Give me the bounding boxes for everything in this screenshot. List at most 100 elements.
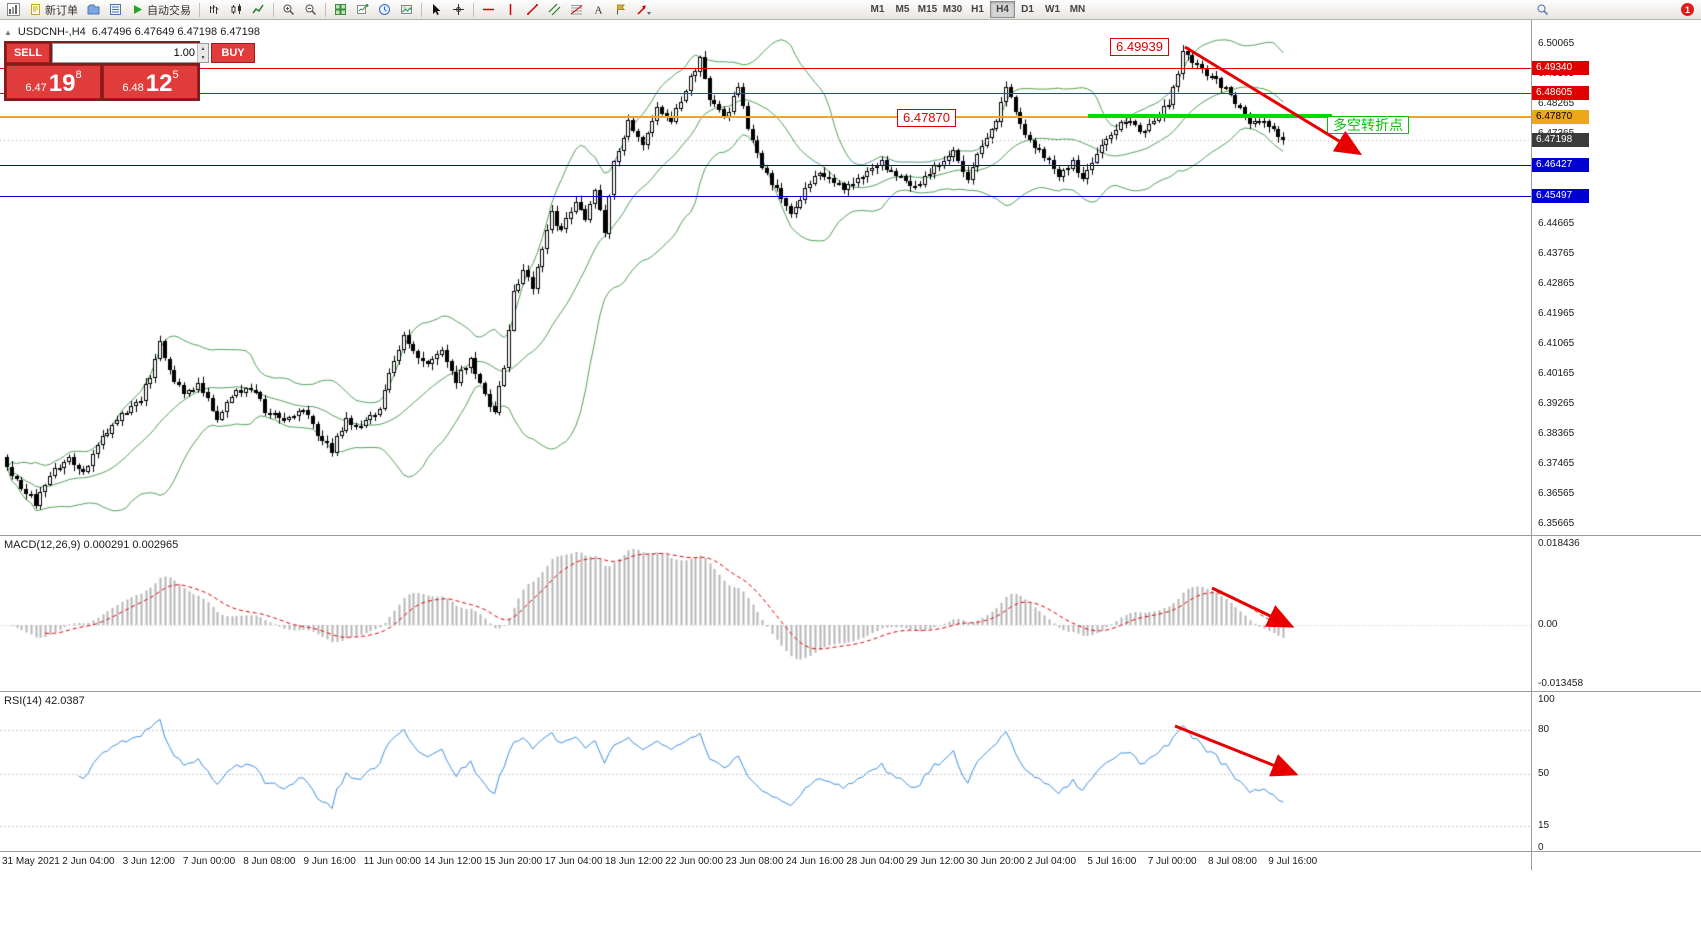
tile-windows-button[interactable] [330,1,351,19]
fibonacci-icon [570,5,583,15]
sell-price-main: 6.47 [25,82,47,94]
toolbar: 新订单 自动交易 A M1 M5 M15 M30 H1 H4 D1 W1 MN 1 [0,0,1701,20]
timeframe-button-h4[interactable]: H4 [990,1,1015,18]
channel-button[interactable] [544,1,565,19]
rsi-indicator-label: RSI(14) 42.0387 [4,695,85,707]
auto-trading-icon [134,5,142,14]
templates-button[interactable] [396,1,417,19]
one-click-panel-toggle-icon[interactable]: ▲ [4,27,12,37]
resistance-line-1[interactable] [0,68,1531,69]
arrow-shapes-button[interactable] [632,1,656,19]
alert-level-line[interactable] [0,116,1531,118]
toolbar-separator [473,2,474,17]
price-badge: 6.49340 [1532,61,1589,76]
text-tool-button[interactable]: A [588,1,609,19]
auto-trading-button[interactable]: 自动交易 [127,1,195,19]
timeframe-button-m30[interactable]: M30 [940,1,965,18]
time-axis-label: 24 Jun 16:00 [785,856,844,867]
price-chart-canvas[interactable] [0,20,1531,536]
trend-segment-line[interactable] [1088,114,1332,118]
timeframe-button-m1[interactable]: M1 [865,1,890,18]
bar-chart-button[interactable] [204,1,225,19]
turning-point-annotation[interactable]: 多空转折点 [1327,116,1409,134]
volume-decrease-button[interactable]: ▼ [198,53,208,62]
level-price-annotation[interactable]: 6.47870 [897,109,956,127]
support-line-1[interactable] [0,165,1531,166]
one-click-trading-panel: SELL ▲ ▼ BUY 6.47 19 8 6.48 [4,41,255,101]
sell-price-button[interactable]: 6.47 19 8 [6,65,101,99]
timeframe-button-w1[interactable]: W1 [1040,1,1065,18]
search-button[interactable] [1532,1,1553,19]
templates-icon [401,5,412,14]
line-chart-button[interactable] [248,1,269,19]
time-axis-label: 2 Jul 04:00 [1027,856,1077,867]
new-order-button[interactable]: 新订单 [25,1,82,19]
toolbar-right: 1 [1532,1,1698,19]
new-chart-button[interactable] [352,1,373,19]
time-axis-label: 30 Jun 20:00 [966,856,1025,867]
price-axis-label: 6.50065 [1538,38,1575,49]
chart-window-icon [7,3,20,16]
rsi-axis-label: 100 [1538,694,1555,705]
pane-separator[interactable] [0,535,1701,536]
timeframe-button-d1[interactable]: D1 [1015,1,1040,18]
buy-button[interactable]: BUY [211,43,255,63]
volume-input[interactable] [53,44,197,62]
arrow-shapes-icon [637,5,651,15]
svg-text:A: A [595,5,603,17]
time-axis-label: 5 Jul 16:00 [1087,856,1137,867]
volume-increase-button[interactable]: ▲ [198,44,208,53]
rsi-axis-label: 50 [1538,768,1550,779]
horizontal-line-button[interactable] [478,1,499,19]
macd-pane-canvas[interactable] [0,536,1531,692]
trendline-button[interactable] [522,1,543,19]
cursor-button[interactable] [426,1,447,19]
timeframe-button-h1[interactable]: H1 [965,1,990,18]
time-axis-label: 7 Jul 00:00 [1147,856,1197,867]
price-axis-label: 6.43765 [1538,248,1575,259]
resistance-line-2[interactable] [0,93,1531,94]
price-axis-label: 6.44665 [1538,218,1575,229]
data-window-button[interactable] [105,1,126,19]
fibonacci-button[interactable] [566,1,587,19]
text-tool-icon: A [595,5,603,17]
timeframe-button-m15[interactable]: M15 [915,1,940,18]
vertical-line-button[interactable] [500,1,521,19]
toolbar-separator [325,2,326,17]
chart-window-button[interactable] [3,1,24,19]
buy-price-button[interactable]: 6.48 12 5 [103,65,198,99]
crosshair-button[interactable] [448,1,469,19]
pane-separator[interactable] [0,691,1701,692]
auto-trading-label: 自动交易 [147,4,191,17]
timeframe-button-m5[interactable]: M5 [890,1,915,18]
zoom-out-button[interactable] [300,1,321,19]
price-axis-label: 6.42865 [1538,278,1575,289]
timeframe-button-mn[interactable]: MN [1065,1,1090,18]
macd-axis-label: 0.018436 [1538,538,1580,549]
price-axis-label: 6.41065 [1538,338,1575,349]
candlestick-chart-icon [231,4,241,14]
price-axis-separator [1531,20,1532,870]
profiles-button[interactable] [83,1,104,19]
sell-price-pips: 19 [48,70,76,97]
toolbar-separator [199,2,200,17]
symbol-period-label: USDCNH-,H4 [17,26,86,38]
price-axis-label: 6.41965 [1538,308,1575,319]
period-button[interactable] [374,1,395,19]
sell-button[interactable]: SELL [6,43,50,63]
support-line-2[interactable] [0,196,1531,197]
time-axis-label: 7 Jun 00:00 [182,856,236,867]
label-flag-icon [617,4,626,15]
candlestick-chart-button[interactable] [226,1,247,19]
peak-price-annotation[interactable]: 6.49939 [1110,38,1169,56]
rsi-pane-canvas[interactable] [0,692,1531,852]
zoom-out-icon [305,4,317,16]
ohlc-values: 6.47496 6.47649 6.47198 6.47198 [91,26,260,38]
zoom-in-button[interactable] [278,1,299,19]
macd-indicator-label: MACD(12,26,9) 0.000291 0.002965 [4,539,179,551]
label-tool-button[interactable] [610,1,631,19]
time-axis-label: 14 Jun 12:00 [424,856,482,867]
notification-badge[interactable]: 1 [1681,3,1694,16]
buy-price-main: 6.48 [122,82,144,94]
time-axis-label: 8 Jul 08:00 [1208,856,1257,867]
